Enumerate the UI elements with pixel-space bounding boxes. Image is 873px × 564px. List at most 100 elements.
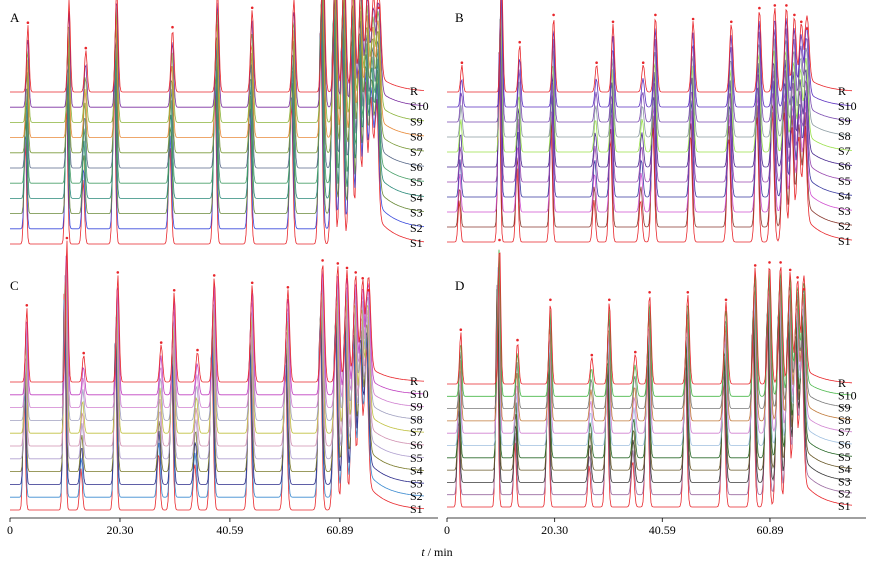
panel-c-peak-marker bbox=[82, 351, 85, 355]
panel-d-trace-label-s9: S9 bbox=[838, 401, 851, 415]
panel-d-peak-marker bbox=[634, 350, 637, 354]
panel-b-peak-marker bbox=[691, 17, 695, 21]
panel-b-peak-marker bbox=[800, 20, 803, 24]
panel-d-trace-label-s8: S8 bbox=[838, 413, 851, 427]
panel-b-peak-marker bbox=[460, 61, 464, 64]
panel-b-peak-marker bbox=[611, 20, 615, 24]
panel-d-peak-marker bbox=[802, 288, 806, 291]
panel-d-peak-marker bbox=[498, 238, 501, 242]
panel-c-peak-marker bbox=[172, 289, 176, 292]
panel-d-trace-label-s7: S7 bbox=[838, 425, 851, 439]
panel-b-peak-marker bbox=[552, 13, 555, 17]
panel-d-peak-marker bbox=[753, 264, 757, 267]
panel-d-trace-label-s1: S1 bbox=[838, 499, 851, 513]
x-axis-label-symbol: t bbox=[421, 545, 425, 559]
panel-d-peak-marker bbox=[459, 328, 463, 332]
panel-c-trace-label-s6: S6 bbox=[410, 438, 423, 452]
panel-d-trace-s8 bbox=[447, 260, 852, 422]
panel-d-peak-marker bbox=[608, 298, 611, 302]
panel-b-peak-marker bbox=[785, 4, 788, 7]
panel-c-traces bbox=[10, 236, 425, 511]
panel-c-peak-marker bbox=[116, 271, 120, 274]
panel-d-traces bbox=[447, 238, 853, 508]
panel-a-trace-label-r: R bbox=[410, 84, 418, 98]
panel-b-peak-marker bbox=[793, 13, 796, 17]
panel-b-trace-label-r: R bbox=[838, 84, 846, 98]
panel-c-trace-label-s8: S8 bbox=[410, 412, 423, 426]
panel-c-trace-label-s5: S5 bbox=[410, 451, 423, 465]
panel-c-x-tick-label: 20.30 bbox=[106, 523, 133, 537]
panel-d-peak-marker bbox=[779, 261, 782, 264]
panel-d-x-axis: 0 20.30 40.59 60.89 bbox=[444, 517, 866, 537]
panel-c-peak-marker bbox=[345, 266, 349, 270]
panel-c-x-tick-label: 40.59 bbox=[216, 523, 243, 537]
panel-d-trace-label-r: R bbox=[838, 376, 846, 390]
panel-c-trace-label-r: R bbox=[410, 374, 418, 388]
panel-d-trace-label-s10: S10 bbox=[838, 388, 857, 402]
panel-c-trace-label-s7: S7 bbox=[410, 425, 423, 439]
panel-b-trace-s4 bbox=[447, 34, 853, 198]
panel-a-peak-marker bbox=[84, 46, 88, 50]
panel-c-trace-s2 bbox=[10, 299, 425, 498]
panel-a-trace-s7 bbox=[10, 0, 425, 154]
panel-a-trace-label-s5: S5 bbox=[410, 175, 423, 189]
panel-b-peak-marker bbox=[758, 6, 761, 10]
panel-a-trace-s6 bbox=[10, 0, 425, 169]
panel-c-trace-s6 bbox=[10, 277, 424, 447]
panel-a-trace-label-s7: S7 bbox=[410, 145, 423, 159]
panel-a-trace-s5 bbox=[10, 1, 425, 184]
panel-a-peak-marker bbox=[250, 6, 254, 10]
panel-b-trace-label-s3: S3 bbox=[838, 204, 851, 218]
panel-c-trace-label-s2: S2 bbox=[410, 489, 423, 503]
panel-d-title: D bbox=[455, 278, 464, 293]
panel-c-peak-marker bbox=[367, 289, 371, 292]
panel-b-peak-marker bbox=[595, 61, 598, 64]
panel-a-trace-label-s6: S6 bbox=[410, 160, 423, 174]
panel-c-trace-label-s3: S3 bbox=[410, 476, 423, 490]
panel-d-x-tick-label: 0 bbox=[444, 523, 450, 537]
panel-a-trace-label-s1: S1 bbox=[410, 236, 423, 250]
panel-a-trace-s2 bbox=[10, 21, 425, 230]
panel-b-trace-label-s4: S4 bbox=[838, 189, 851, 203]
panel-c-peak-marker bbox=[336, 262, 340, 265]
panel-d-trace-s9 bbox=[447, 251, 853, 409]
panel-a-peak-marker bbox=[26, 21, 30, 25]
panel-b-trace-label-s2: S2 bbox=[838, 219, 851, 233]
panel-c-trace-s1 bbox=[10, 293, 425, 511]
panel-b-peak-marker bbox=[805, 27, 809, 30]
panel-d-peak-marker bbox=[648, 291, 651, 294]
panel-d-trace-r bbox=[447, 252, 852, 385]
panel-b-peak-marker bbox=[654, 13, 657, 17]
panel-d-trace-label-s2: S2 bbox=[838, 487, 851, 501]
panel-d-trace-s7 bbox=[447, 271, 853, 434]
panel-c-peak-marker bbox=[354, 271, 358, 274]
panel-c-trace-s4 bbox=[10, 275, 424, 473]
panel-d-x-tick-label: 20.30 bbox=[541, 523, 568, 537]
panel-d-trace-label-s5: S5 bbox=[838, 450, 851, 464]
panel-a-peak-marker bbox=[377, 6, 381, 10]
panel-d-peak-marker bbox=[796, 276, 799, 279]
panel-d-peak-marker bbox=[590, 353, 594, 357]
panel-b-title: B bbox=[455, 10, 464, 25]
panel-c-peak-marker bbox=[159, 341, 163, 344]
panel-a-trace-s4 bbox=[10, 5, 425, 199]
panel-c-trace-label-s4: S4 bbox=[410, 464, 423, 478]
panel-c-trace-label-s10: S10 bbox=[410, 387, 429, 401]
panel-a-trace-label-s3: S3 bbox=[410, 206, 423, 220]
panel-a-trace-label-s8: S8 bbox=[410, 130, 423, 144]
panel-b-trace-label-s8: S8 bbox=[838, 129, 851, 143]
panel-c-trace-label-s9: S9 bbox=[410, 400, 423, 414]
panel-a-trace-label-s4: S4 bbox=[410, 190, 423, 204]
panel-b-trace-label-s1: S1 bbox=[838, 234, 851, 248]
panel-b-trace-label-s9: S9 bbox=[838, 114, 851, 128]
panel-a-trace-s3 bbox=[10, 10, 425, 214]
panel-c-trace-s7 bbox=[10, 262, 425, 434]
panel-d-peak-marker bbox=[686, 291, 690, 294]
panel-a-trace-label-s9: S9 bbox=[410, 114, 423, 128]
